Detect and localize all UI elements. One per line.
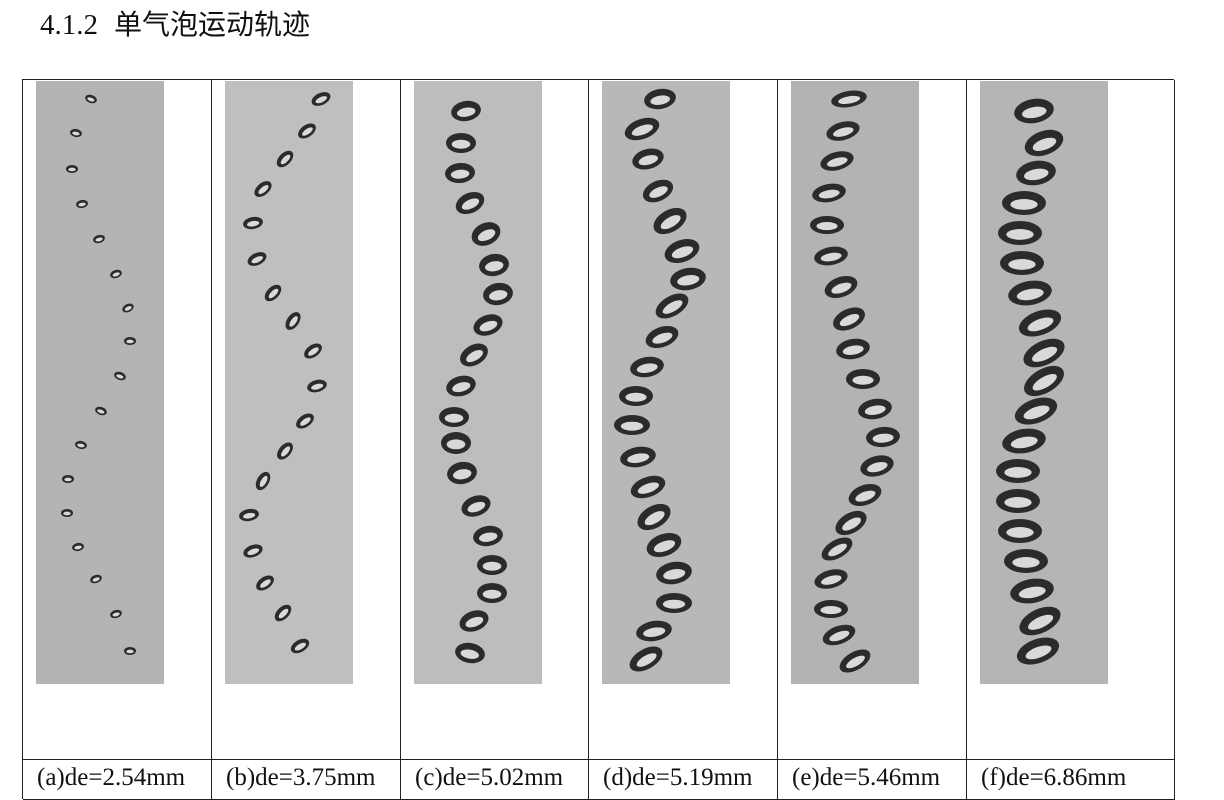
bubble: [814, 600, 848, 618]
bubble-trajectory-photo-d: [602, 81, 730, 684]
bubble: [61, 509, 73, 517]
caption-a: (a)de=2.54mm: [23, 760, 212, 800]
bubble: [998, 221, 1042, 245]
photo-background: [602, 81, 730, 684]
bubble: [477, 583, 507, 603]
bubble: [619, 386, 653, 406]
image-cell-a: [23, 80, 212, 760]
bubble-trajectory-photo-b: [225, 81, 353, 684]
bubble: [846, 369, 880, 389]
bubble: [614, 415, 650, 435]
bubble-trajectory-photo-c: [414, 81, 542, 684]
image-cell-c: [401, 80, 589, 760]
bubble: [124, 337, 136, 345]
caption-c: (c)de=5.02mm: [401, 760, 589, 800]
bubble: [439, 407, 469, 427]
bubble: [446, 133, 476, 153]
bubble: [810, 216, 844, 234]
section-heading: 4.1.2 单气泡运动轨迹: [40, 6, 310, 44]
bubble: [656, 593, 692, 613]
bubble-trajectory-photo-e: [791, 81, 919, 684]
bubble: [62, 475, 74, 483]
caption-d: (d)de=5.19mm: [589, 760, 778, 800]
image-cell-f: [967, 80, 1175, 760]
bubble-trajectory-photo-f: [980, 81, 1108, 684]
bubble: [996, 489, 1040, 513]
figure-table: (a)de=2.54mm (b)de=3.75mm (c)de=5.02mm (…: [22, 79, 1174, 799]
bubble: [1002, 191, 1046, 215]
image-cell-d: [589, 80, 778, 760]
section-title: 单气泡运动轨迹: [114, 8, 310, 41]
caption-b: (b)de=3.75mm: [212, 760, 401, 800]
bubble: [66, 165, 78, 173]
caption-e: (e)de=5.46mm: [778, 760, 967, 800]
bubble: [998, 519, 1042, 543]
bubble: [441, 432, 471, 454]
bubble: [477, 555, 507, 575]
photo-background: [36, 81, 164, 684]
bubble: [996, 459, 1040, 483]
bubble: [1000, 251, 1044, 275]
bubble-trajectory-photo-a: [36, 81, 164, 684]
section-number: 4.1.2: [40, 9, 98, 41]
bubble: [1004, 549, 1048, 573]
image-cell-e: [778, 80, 967, 760]
bubble: [124, 647, 136, 655]
image-cell-b: [212, 80, 401, 760]
photo-background: [225, 81, 353, 684]
caption-f: (f)de=6.86mm: [967, 760, 1175, 800]
